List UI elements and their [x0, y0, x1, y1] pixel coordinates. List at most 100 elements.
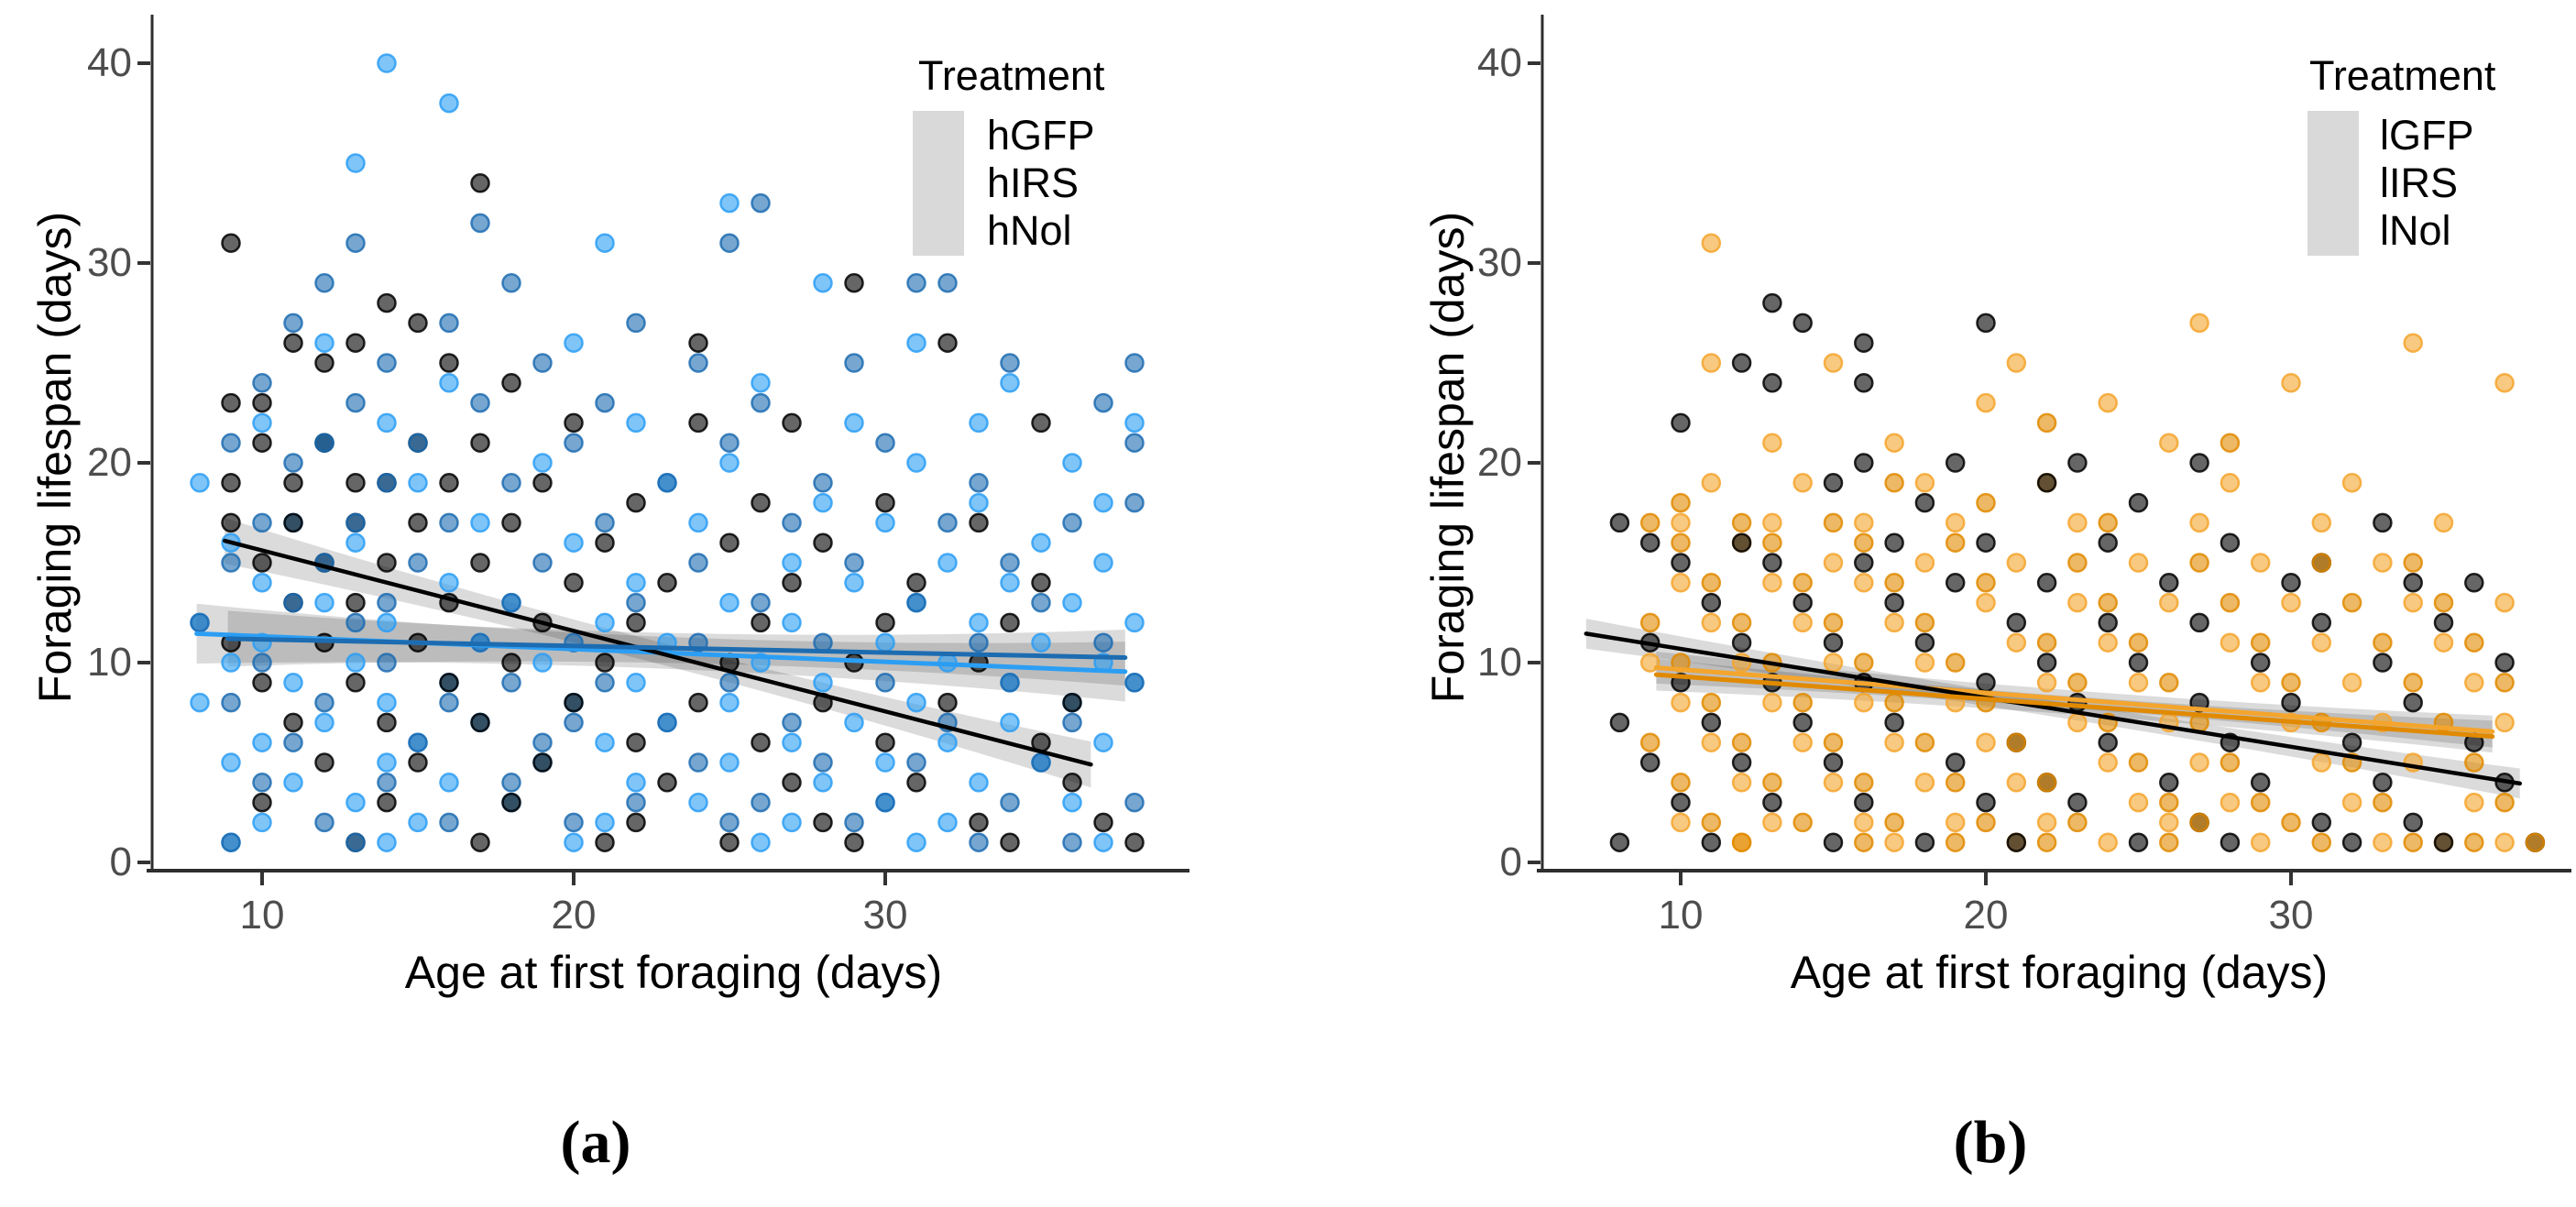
point-hNol [564, 812, 584, 833]
point-hGFP [439, 93, 459, 114]
point-hNol [1124, 353, 1145, 373]
point-hGFP [314, 712, 334, 733]
point-hIRS [221, 473, 241, 493]
point-hIRS [345, 673, 366, 693]
point-hIRS [844, 273, 864, 293]
point-lNol [2403, 832, 2423, 852]
point-lNol [1914, 732, 1935, 752]
point-hIRS [470, 433, 490, 453]
point-hGFP [782, 612, 802, 633]
point-lIRS [2403, 692, 2423, 713]
point-hNol [937, 273, 958, 293]
point-lGFP [2341, 792, 2362, 813]
point-hNol [906, 752, 926, 773]
point-hGFP [937, 732, 958, 752]
point-lIRS [2098, 532, 2118, 553]
point-hIRS [564, 412, 584, 433]
point-hGFP [564, 832, 584, 852]
point-lIRS [1884, 712, 1904, 733]
point-lNol [2098, 592, 2118, 613]
point-lGFP [1792, 732, 1813, 752]
points-lNol [1639, 412, 2546, 852]
point-lNol [2464, 752, 2484, 773]
point-lGFP [1884, 433, 1904, 453]
point-hIRS [221, 392, 241, 413]
points-lGFP [1639, 233, 2515, 852]
point-hIRS [595, 653, 615, 673]
fit-line-lNol [1653, 672, 2495, 740]
point-lNol [2159, 792, 2179, 813]
point-lIRS [2433, 612, 2454, 633]
point-hGFP [1093, 492, 1113, 513]
point-hIRS [408, 313, 428, 334]
point-hNol [501, 273, 521, 293]
point-lNol [1731, 832, 1752, 852]
point-lGFP [1762, 812, 1782, 833]
point-hIRS [906, 773, 926, 793]
legend-label-lGFP: lGFP [2380, 112, 2474, 159]
point-hGFP [252, 412, 272, 433]
point-lIRS [2250, 653, 2271, 673]
x-tick-label: 20 [1963, 893, 2009, 938]
point-hGFP [813, 273, 833, 293]
point-hNol [314, 692, 334, 713]
point-hNol [969, 632, 989, 653]
point-lNol [1976, 492, 1996, 513]
point-lGFP [2036, 673, 2057, 693]
point-hNol [283, 313, 303, 334]
point-hNol [252, 653, 272, 673]
point-hIRS [969, 812, 989, 833]
point-hIRS [657, 773, 677, 793]
point-hGFP [688, 512, 708, 533]
point-lIRS [2036, 653, 2057, 673]
point-lNol [1639, 512, 1661, 533]
point-hGFP [969, 773, 989, 793]
point-lIRS [1792, 313, 1813, 334]
points-lIRS [1609, 292, 2546, 852]
point-lIRS [2220, 832, 2241, 852]
point-hIRS [782, 573, 802, 593]
point-lIRS [2128, 492, 2149, 513]
point-hNol [937, 512, 958, 533]
point-hGFP [719, 692, 740, 713]
legend-title-b: Treatment [2309, 52, 2496, 99]
point-lGFP [2159, 812, 2179, 833]
point-lGFP [2006, 553, 2027, 573]
point-hGFP [470, 512, 490, 533]
point-hNol [377, 353, 397, 373]
point-lGFP [2464, 673, 2484, 693]
point-hIRS [470, 712, 490, 733]
point-hIRS [345, 333, 366, 353]
point-lGFP [2189, 512, 2209, 533]
point-hNol [719, 233, 740, 253]
point-lGFP [2006, 632, 2027, 653]
point-hNol [532, 353, 553, 373]
point-hIRS [470, 173, 490, 193]
point-lGFP [1976, 732, 1996, 752]
point-lNol [1854, 832, 1874, 852]
point-hIRS [1062, 692, 1082, 713]
point-hNol [1124, 792, 1145, 813]
point-hNol [314, 812, 334, 833]
point-lIRS [2098, 612, 2118, 633]
point-lGFP [2067, 512, 2088, 533]
point-lNol [2250, 632, 2271, 653]
point-lGFP [1823, 553, 1844, 573]
point-hGFP [408, 812, 428, 833]
point-hNol [377, 473, 397, 493]
panel-a-caption: (a) [560, 1109, 631, 1176]
point-hIRS [657, 573, 677, 593]
point-hIRS [532, 473, 553, 493]
point-hNol [626, 313, 646, 334]
point-hNol [283, 453, 303, 473]
point-lIRS [1731, 752, 1752, 773]
point-hIRS [377, 792, 397, 813]
point-hIRS [377, 712, 397, 733]
point-lGFP [2311, 752, 2332, 773]
y-tick-label: 0 [109, 839, 132, 884]
point-lNol [2159, 832, 2179, 852]
point-hNol [1093, 632, 1113, 653]
point-lNol [2189, 553, 2209, 573]
point-lGFP [1945, 812, 1966, 833]
point-hNol [688, 752, 708, 773]
